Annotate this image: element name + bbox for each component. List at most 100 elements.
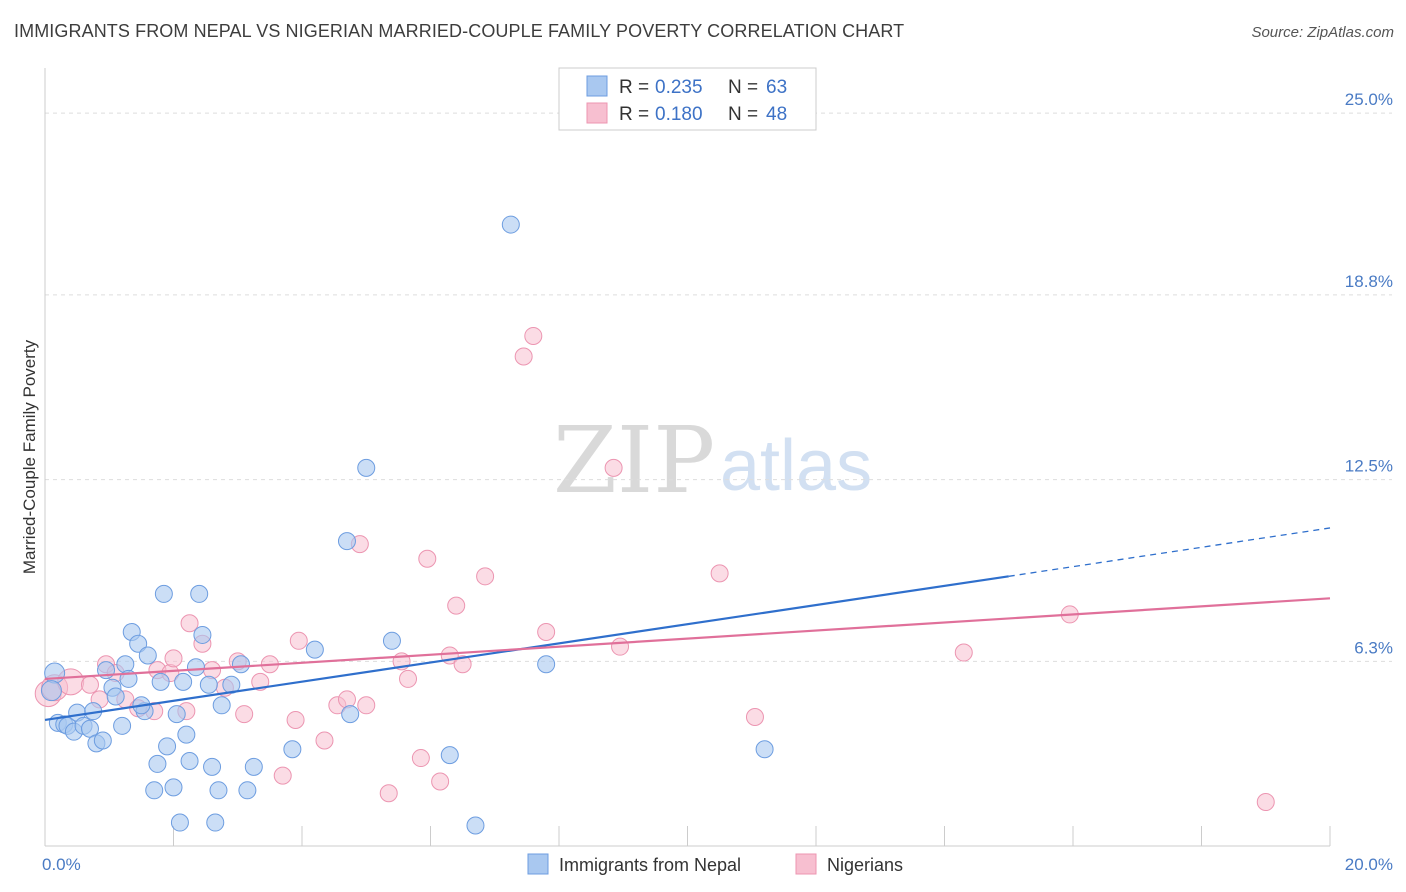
legend-n-label-nepal: N = [728,77,758,98]
nigerian-points [34,326,1275,812]
source-label: Source: ZipAtlas.com [1251,24,1394,41]
legend-r-value-nepal: 0.235 [655,77,703,98]
nepal-point [151,672,170,691]
nepal-point [174,672,193,691]
nigerian-point [524,326,543,345]
y-tick-label: 6.3% [1354,638,1393,657]
y-tick-label: 12.5% [1345,457,1393,476]
series-legend-label-nigerian: Nigerians [827,855,903,875]
nepal-point [170,813,189,832]
nigerian-point [399,669,418,688]
nepal-point [305,640,324,659]
nepal-point [167,705,186,724]
nepal-point [357,458,376,477]
nepal-point [106,687,125,706]
nigerian-point [337,690,356,709]
nepal-point [209,781,228,800]
legend-n-label-nigerian: N = [728,104,758,125]
nigerian-point [180,614,199,633]
nepal-point [440,746,459,765]
y-tick-label: 18.8% [1345,272,1393,291]
x-tick-label: 0.0% [42,855,81,874]
nepal-point [177,725,196,744]
legend-r-value-nigerian: 0.180 [655,104,703,125]
watermark: ZIP atlas [553,407,872,514]
nigerian-point [418,549,437,568]
nepal-point [116,655,135,674]
watermark-zip: ZIP [553,407,715,514]
nigerian-point [954,643,973,662]
nigerian-point [710,564,729,583]
nigerian-point [411,749,430,768]
nigerian-point [537,623,556,642]
nigerian-point [604,458,623,477]
nepal-point [190,584,209,603]
nepal-point [154,584,173,603]
nepal-point [145,781,164,800]
nepal-point [341,705,360,724]
nepal-point [206,813,225,832]
nigerian-trend-line [44,597,1331,681]
nepal-point [203,757,222,776]
nepal-points [40,215,774,835]
nepal-point [164,778,183,797]
series-legend: Immigrants from Nepal Nigerians [527,853,903,875]
chart-title: IMMIGRANTS FROM NEPAL VS NIGERIAN MARRIE… [14,21,905,41]
nepal-point [244,757,263,776]
nigerian-point [379,784,398,803]
nigerian-point [164,649,183,668]
nepal-point [231,655,250,674]
nepal-point [755,740,774,759]
nepal-point [193,625,212,644]
nepal-point [180,751,199,770]
nigerian-point [80,675,99,694]
legend-n-value-nepal: 63 [766,77,787,98]
nepal-point [382,631,401,650]
nigerian-point [286,710,305,729]
nepal-trend-extension [1008,527,1331,577]
tick-labels: 6.3% 12.5% 18.8% 25.0% 0.0% 20.0% [42,90,1393,874]
legend-swatch-nigerian [586,102,608,124]
nepal-point [129,634,148,653]
y-tick-label: 25.0% [1345,90,1393,109]
nigerian-point [357,696,376,715]
legend-n-value-nigerian: 48 [766,104,787,125]
nigerian-point [611,637,630,656]
axes [44,68,1331,847]
nepal-point [212,696,231,715]
nepal-point [148,754,167,773]
nepal-point [466,816,485,835]
nigerian-point [1256,793,1275,812]
nigerian-point [203,661,222,680]
nigerian-point [453,655,472,674]
nigerian-point [431,772,450,791]
trend-lines [44,527,1331,722]
nigerian-point [289,631,308,650]
nepal-point [337,532,356,551]
nepal-point [283,740,302,759]
legend-r-label-nigerian: R = [619,104,649,125]
nepal-point [113,716,132,735]
series-legend-swatch-nepal [527,853,549,875]
nigerian-point [476,567,495,586]
nepal-point [40,680,62,702]
nigerian-point [251,672,270,691]
nepal-point [158,737,177,756]
nigerian-point [514,347,533,366]
legend-r-label-nepal: R = [619,77,649,98]
stats-legend: R = 0.235 N = 63 R = 0.180 N = 48 [558,67,817,131]
nigerian-point [235,705,254,724]
nepal-point [238,781,257,800]
nepal-point [44,662,66,684]
nepal-point [501,215,520,234]
nigerian-point [273,766,292,785]
legend-swatch-nepal [586,75,608,97]
nepal-point [93,731,112,750]
nepal-point [138,646,157,665]
series-legend-label-nepal: Immigrants from Nepal [559,855,741,875]
nigerian-point [745,708,764,727]
series-legend-swatch-nigerian [795,853,817,875]
nigerian-point [447,596,466,615]
nepal-point [199,675,218,694]
